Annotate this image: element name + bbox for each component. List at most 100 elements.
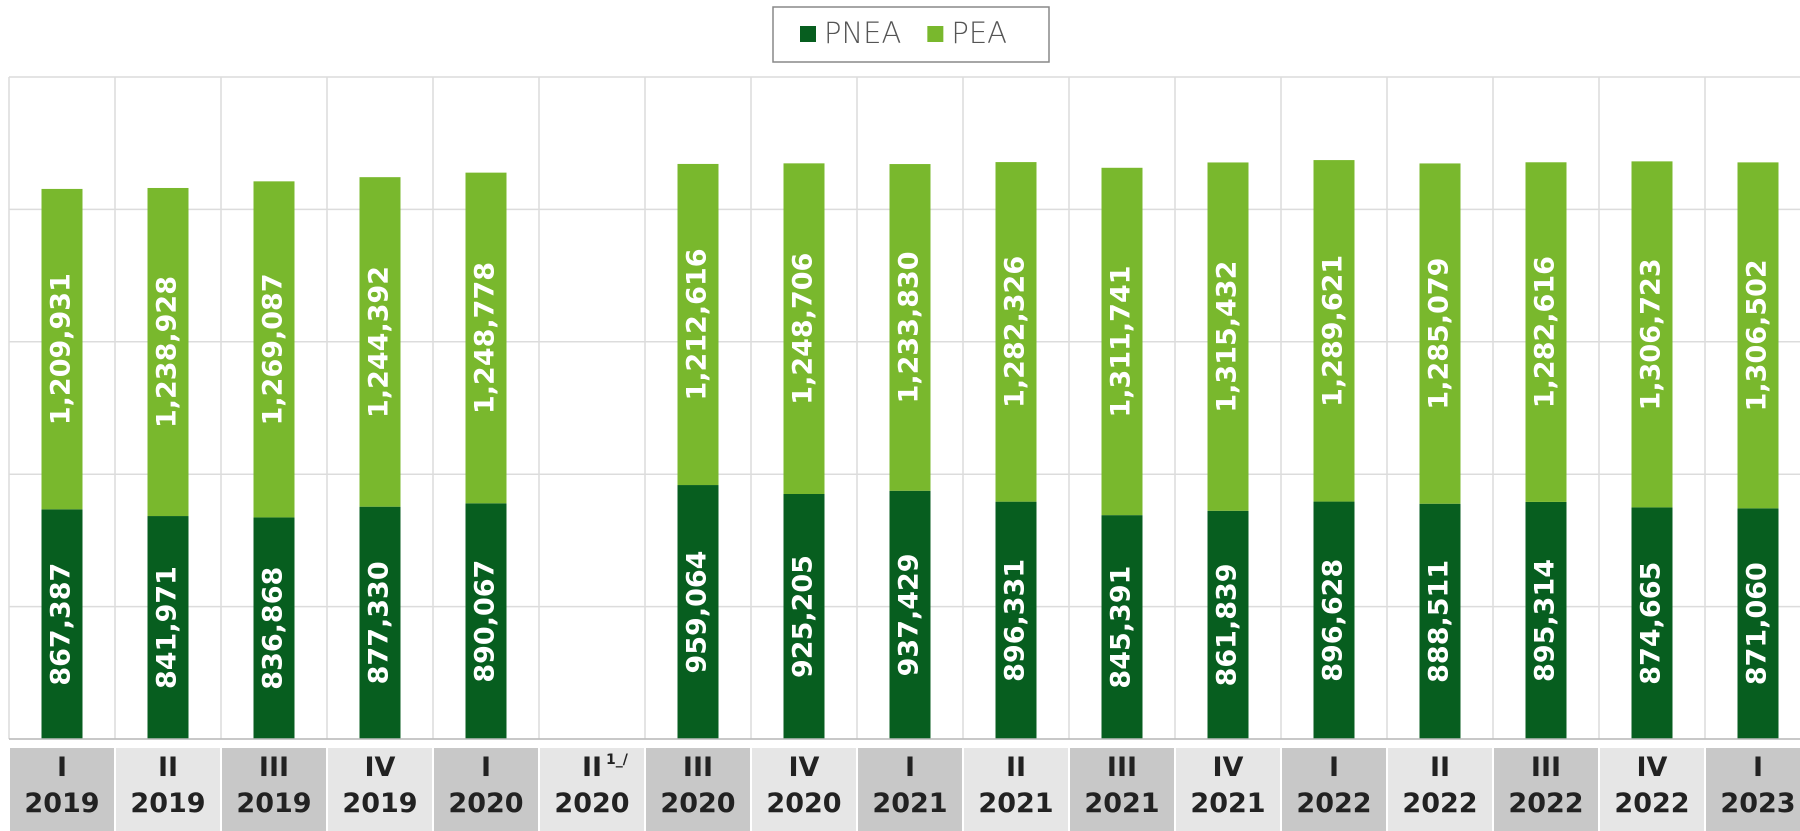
category-box bbox=[1600, 748, 1704, 831]
data-label: 871,060 bbox=[1742, 562, 1773, 685]
bar-segment bbox=[1101, 515, 1143, 739]
category-box bbox=[222, 748, 326, 831]
data-label: 861,839 bbox=[1212, 563, 1243, 686]
legend-swatch bbox=[800, 26, 816, 42]
legend-label: PNEA bbox=[824, 16, 901, 50]
data-label: 1,306,502 bbox=[1742, 259, 1773, 411]
x-tick-line: II bbox=[582, 752, 602, 783]
data-label: 1,248,778 bbox=[470, 262, 501, 414]
x-tick-label: I 2020 bbox=[448, 752, 523, 819]
category-box bbox=[1070, 748, 1174, 831]
x-tick-line: I bbox=[905, 752, 915, 783]
bar-segment bbox=[41, 188, 83, 510]
bar-segment bbox=[41, 509, 83, 739]
bar-segment bbox=[783, 494, 825, 739]
x-tick-label: III 2019 bbox=[236, 752, 311, 819]
x-tick-line: 2020 bbox=[660, 788, 735, 819]
category-box bbox=[752, 748, 856, 831]
data-label: 877,330 bbox=[364, 561, 395, 684]
data-label: 1,282,326 bbox=[1000, 256, 1031, 408]
x-tick-line: 2022 bbox=[1296, 788, 1371, 819]
x-tick-label: I 2021 bbox=[872, 752, 947, 819]
x-tick-line: 2020 bbox=[766, 788, 841, 819]
category-box bbox=[964, 748, 1068, 831]
bar-segment bbox=[359, 506, 401, 739]
data-label: 937,429 bbox=[894, 553, 925, 676]
data-label: 888,511 bbox=[1424, 560, 1455, 683]
bar-segment bbox=[995, 162, 1037, 502]
x-tick-label: II 2022 bbox=[1402, 752, 1477, 819]
x-tick-line: II bbox=[158, 752, 178, 783]
x-tick-line: 2019 bbox=[342, 788, 417, 819]
bar-segment bbox=[1207, 510, 1249, 739]
data-label: 874,665 bbox=[1636, 562, 1667, 685]
x-tick-line: I bbox=[481, 752, 491, 783]
bar-segment bbox=[147, 516, 189, 739]
x-tick-label: IV 2019 bbox=[342, 752, 417, 819]
x-tick-line: 2021 bbox=[872, 788, 947, 819]
bar-segment bbox=[1419, 163, 1461, 504]
category-box bbox=[540, 748, 644, 831]
data-label: 1,311,741 bbox=[1106, 265, 1137, 417]
category-box bbox=[1494, 748, 1598, 831]
x-tick-line: III bbox=[259, 752, 289, 783]
category-box bbox=[1282, 748, 1386, 831]
bar-segment bbox=[1525, 501, 1567, 739]
bar-segment bbox=[1101, 167, 1143, 516]
x-tick-line: 2021 bbox=[978, 788, 1053, 819]
legend-box bbox=[772, 6, 1050, 63]
x-tick-line: 2021 bbox=[1084, 788, 1159, 819]
legend-label: PEA bbox=[951, 16, 1007, 50]
x-tick-line: I bbox=[57, 752, 67, 783]
bar-segment bbox=[465, 503, 507, 739]
category-box bbox=[1388, 748, 1492, 831]
data-label: 1,285,079 bbox=[1424, 258, 1455, 410]
bar-segment bbox=[1419, 503, 1461, 739]
x-tick-line: I bbox=[1329, 752, 1339, 783]
data-label: 1,248,706 bbox=[788, 253, 819, 405]
data-label: 1,306,723 bbox=[1636, 258, 1667, 410]
x-tick-line: II bbox=[1006, 752, 1026, 783]
x-tick-label: III 2020 bbox=[660, 752, 735, 819]
category-box bbox=[328, 748, 432, 831]
data-label: 1,282,616 bbox=[1530, 256, 1561, 408]
bar-segment bbox=[359, 177, 401, 507]
x-tick-label: I 2019 bbox=[24, 752, 99, 819]
x-tick-line: 2020 bbox=[448, 788, 523, 819]
category-box bbox=[646, 748, 750, 831]
x-tick-line: 2021 bbox=[1190, 788, 1265, 819]
x-tick-label: II 2020 bbox=[554, 752, 629, 819]
bar-segment bbox=[1737, 162, 1779, 509]
category-box bbox=[858, 748, 962, 831]
x-tick-label: II 2019 bbox=[130, 752, 205, 819]
x-tick-label: III 2022 bbox=[1508, 752, 1583, 819]
data-label: 1,212,616 bbox=[682, 248, 713, 400]
x-tick-line: III bbox=[1107, 752, 1137, 783]
x-tick-line: 2019 bbox=[236, 788, 311, 819]
bar-segment bbox=[889, 164, 931, 491]
category-box bbox=[116, 748, 220, 831]
data-label: 890,067 bbox=[470, 560, 501, 683]
category-box bbox=[434, 748, 538, 831]
x-tick-line: 2019 bbox=[130, 788, 205, 819]
x-tick-line: III bbox=[683, 752, 713, 783]
x-tick-line: 2022 bbox=[1508, 788, 1583, 819]
x-tick-label: IV 2021 bbox=[1190, 752, 1265, 819]
x-tick-line: IV bbox=[789, 752, 820, 783]
bar-segment bbox=[147, 187, 189, 517]
x-tick-label: II 2021 bbox=[978, 752, 1053, 819]
data-label: 925,205 bbox=[788, 555, 819, 678]
bar-segment bbox=[1313, 501, 1355, 739]
bar-segment bbox=[1207, 162, 1249, 511]
data-label: 841,971 bbox=[152, 566, 183, 689]
bar-segment bbox=[889, 490, 931, 739]
x-tick-label: III 2021 bbox=[1084, 752, 1159, 819]
category-note: 1_/ bbox=[606, 752, 629, 768]
data-label: 836,868 bbox=[258, 567, 289, 690]
category-box bbox=[1706, 748, 1800, 831]
x-tick-line: I bbox=[1753, 752, 1763, 783]
data-label: 845,391 bbox=[1106, 566, 1137, 689]
data-label: 896,331 bbox=[1000, 559, 1031, 682]
x-tick-line: IV bbox=[1637, 752, 1668, 783]
